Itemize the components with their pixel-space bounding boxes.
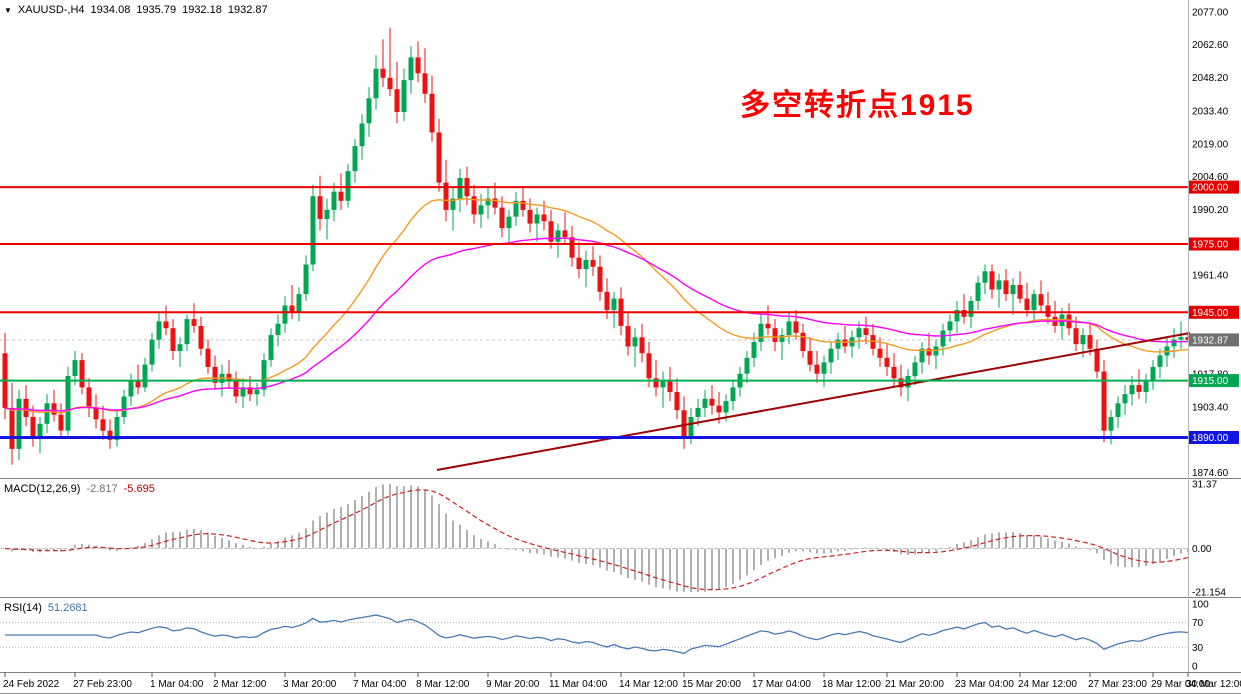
price-axis-label: 2019.00: [1192, 139, 1229, 150]
macd-label: MACD(12,26,9): [4, 483, 81, 495]
time-axis-label: 8 Mar 12:00: [416, 679, 470, 690]
macd-main-value: -2.817: [86, 483, 118, 495]
rsi-info-line: RSI(14) 51.2681: [4, 602, 94, 614]
price-line-badge-1915.00: [1189, 374, 1239, 388]
price-axis-label: 2033.40: [1192, 107, 1229, 118]
rsi-line: [5, 614, 1189, 655]
price-line-badge-2000.00-text: 2000.00: [1192, 183, 1229, 194]
time-axis-label: 30 Mar 12:00: [1186, 679, 1241, 690]
time-axis-label: 15 Mar 20:00: [682, 679, 741, 690]
price-axis-label: 1990.20: [1192, 205, 1229, 216]
price-axis-label: 1874.60: [1192, 468, 1229, 479]
ohlc-open: 1934.08: [90, 4, 131, 16]
price-line-badge-1890.00-text: 1890.00: [1192, 433, 1229, 444]
bid-price-badge-text: 1932.87: [1192, 335, 1229, 346]
rsi-axis-label: 30: [1192, 643, 1204, 654]
time-axis-label: 23 Mar 04:00: [955, 679, 1014, 690]
time-axis-label: 29 Mar 04:00: [1151, 679, 1210, 690]
price-line-badge-1915.00-text: 1915.00: [1192, 376, 1229, 387]
time-axis-label: 11 Mar 04:00: [549, 679, 608, 690]
ma-slow-line: [4, 237, 1189, 412]
rsi-label: RSI(14): [4, 602, 42, 614]
time-axis-label: 17 Mar 04:00: [752, 679, 811, 690]
rsi-axis-label: 0: [1192, 662, 1198, 673]
annotation-text[interactable]: 多空转折点1915: [740, 89, 975, 122]
time-axis-label: 1 Mar 04:00: [150, 679, 204, 690]
time-axis-label: 27 Feb 23:00: [73, 679, 132, 690]
macd-signal-value: -5.695: [123, 483, 155, 495]
chart-dropdown-icon[interactable]: ▼: [4, 6, 12, 15]
ma-fast-line: [4, 198, 1189, 414]
price-line-badge-1975.00-text: 1975.00: [1192, 240, 1229, 251]
price-line-badge-1945.00-text: 1945.00: [1192, 308, 1229, 319]
rsi-value: 51.2681: [47, 602, 88, 614]
time-axis-label: 3 Mar 20:00: [283, 679, 337, 690]
ohlc-low: 1932.18: [182, 4, 222, 16]
time-axis-label: 2 Mar 12:00: [213, 679, 267, 690]
time-axis-label: 9 Mar 20:00: [486, 679, 540, 690]
macd-histogram: [11, 484, 1189, 592]
price-axis-label: 1961.40: [1192, 271, 1229, 282]
price-line-badge-1945.00: [1189, 305, 1239, 319]
price-axis-label: 2048.20: [1192, 73, 1229, 84]
ascending-trendline[interactable]: [436, 332, 1191, 471]
macd-axis-label: 31.37: [1192, 480, 1217, 491]
macd-axis-label: -21.154: [1192, 588, 1226, 599]
rsi-axis-label: 100: [1192, 600, 1209, 611]
price-axis-label: 2004.60: [1192, 172, 1229, 183]
price-line-badge-1975.00: [1189, 237, 1239, 251]
price-axis-label: 2062.60: [1192, 40, 1229, 51]
time-axis-label: 24 Feb 2022: [3, 679, 60, 690]
price-axis-label: 1903.40: [1192, 403, 1229, 414]
price-line-badge-2000.00: [1189, 180, 1239, 194]
time-axis-label: 27 Mar 23:00: [1088, 679, 1147, 690]
rsi-axis-label: 70: [1192, 618, 1204, 629]
price-line-badge-1890.00: [1189, 431, 1239, 444]
bid-price-badge: [1189, 333, 1239, 347]
time-axis-label: 18 Mar 12:00: [822, 679, 881, 690]
macd-info-line: MACD(12,26,9) -2.817 -5.695: [4, 483, 161, 495]
time-axis-label: 7 Mar 04:00: [353, 679, 407, 690]
time-axis-label: 14 Mar 12:00: [619, 679, 678, 690]
macd-signal-line: [4, 489, 1189, 591]
ohlc-close: 1932.87: [227, 4, 268, 16]
time-axis-label: 21 Mar 20:00: [885, 679, 944, 690]
time-axis-label: 24 Mar 12:00: [1018, 679, 1077, 690]
ohlc-info-line: ▼ XAUUSD-,H4 1934.08 1935.79 1932.18 1932.87: [4, 4, 274, 16]
candlesticks: [2, 27, 1191, 465]
price-axis-label: 2077.00: [1192, 7, 1229, 18]
ohlc-high: 1935.79: [136, 4, 177, 16]
macd-axis-label: 0.00: [1192, 544, 1212, 555]
symbol-period-label: XAUUSD-,H4: [17, 4, 85, 16]
